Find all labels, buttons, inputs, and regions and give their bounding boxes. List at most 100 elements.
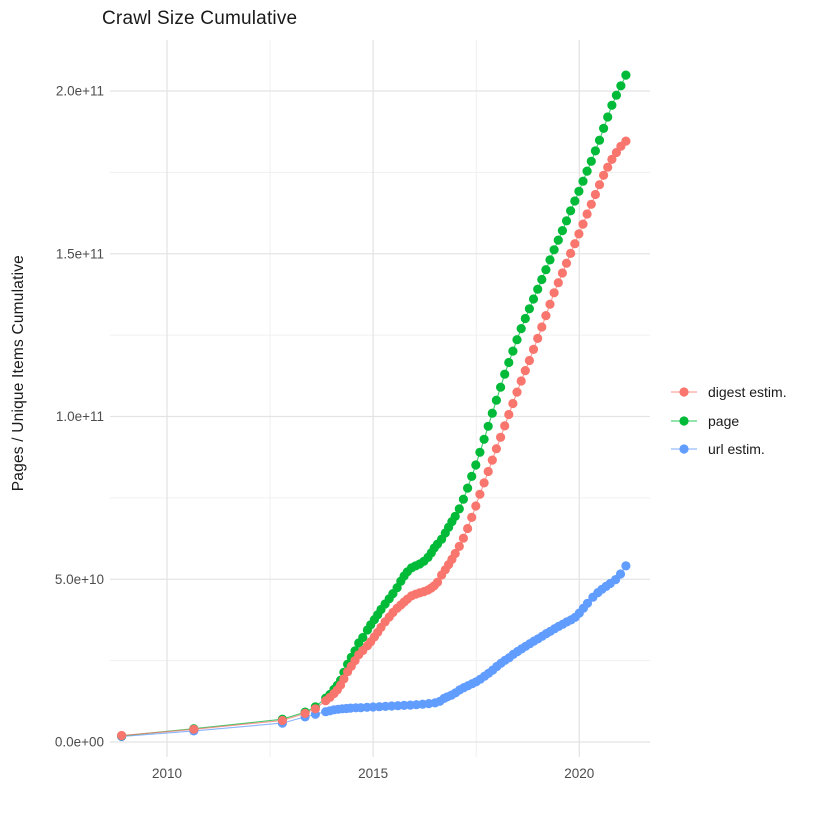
data-point (454, 504, 464, 514)
data-point (500, 421, 510, 431)
data-point (520, 313, 530, 324)
data-point (339, 674, 349, 684)
data-point (607, 100, 617, 110)
legend-label: digest estim. (708, 384, 787, 401)
data-point (590, 146, 601, 156)
data-point (508, 398, 518, 409)
url-series-key-icon (671, 444, 697, 454)
x-tick-label: 2020 (564, 766, 594, 781)
x-tick-label: 2010 (152, 766, 182, 781)
data-point (432, 577, 443, 587)
data-point (524, 355, 535, 366)
data-point (582, 598, 593, 608)
data-point (471, 460, 481, 470)
data-point (582, 166, 592, 176)
data-point (537, 322, 547, 332)
chart-title: Crawl Size Cumulative (102, 8, 298, 29)
data-point (594, 135, 605, 145)
data-point (500, 369, 510, 379)
page-series-key-icon (671, 416, 697, 426)
data-point (189, 724, 199, 734)
data-point (594, 180, 605, 190)
data-point (300, 708, 310, 719)
y-tick-label: 1.0e+11 (56, 409, 104, 424)
data-point (504, 409, 514, 420)
data-point (557, 268, 568, 278)
data-point (590, 189, 601, 200)
data-point (607, 154, 617, 164)
data-point (458, 533, 468, 543)
data-point (615, 569, 626, 579)
y-tick-label: 1.5e+11 (56, 246, 104, 261)
data-point (578, 176, 588, 186)
y-tick-label: 0.0e+00 (55, 735, 104, 750)
legend-label: url estim. (708, 441, 765, 458)
data-point (496, 432, 506, 442)
data-point (358, 632, 368, 643)
data-point (479, 478, 489, 488)
data-point (458, 494, 468, 504)
data-point (566, 206, 576, 216)
data-point (541, 311, 551, 321)
data-point (528, 294, 539, 304)
data-point (483, 466, 493, 477)
data-point (512, 335, 522, 345)
data-point (599, 123, 609, 133)
data-point (545, 255, 555, 265)
data-point (487, 455, 497, 465)
data-point (603, 162, 613, 172)
data-point (545, 299, 555, 309)
data-point (557, 226, 568, 236)
data-point (582, 209, 592, 219)
legend-item-url: url estim. (670, 435, 787, 464)
data-point (475, 447, 485, 457)
data-point (621, 70, 631, 80)
legend-item-page: page (670, 407, 787, 436)
data-point (467, 512, 477, 523)
data-point (467, 471, 477, 481)
series-url-estim- (117, 561, 631, 742)
series-digest-estim- (117, 136, 631, 741)
data-point (491, 395, 501, 405)
data-point (621, 136, 631, 146)
data-point (487, 408, 497, 418)
data-point (454, 541, 464, 552)
data-point (516, 324, 526, 334)
data-point (310, 704, 320, 714)
y-tick-label: 2.0e+11 (56, 84, 104, 99)
data-point (524, 304, 535, 314)
data-point (463, 523, 473, 534)
series-page (117, 70, 631, 741)
data-point (496, 382, 506, 392)
data-point (504, 357, 514, 368)
data-point (537, 274, 547, 285)
data-point (541, 265, 551, 275)
data-point (475, 489, 485, 499)
data-point (479, 434, 489, 444)
data-point (574, 229, 584, 239)
data-point (533, 284, 543, 294)
data-point (611, 90, 622, 100)
data-point (512, 387, 522, 397)
data-point (483, 421, 493, 431)
data-point (574, 186, 584, 196)
data-point (450, 548, 460, 559)
legend-label: page (708, 412, 740, 429)
legend-item-digest: digest estim. (670, 378, 787, 407)
data-point (561, 258, 572, 268)
data-point (553, 235, 563, 245)
data-point (533, 333, 543, 343)
data-point (586, 199, 596, 209)
data-point (603, 112, 613, 122)
digest-series-key-icon (671, 387, 697, 397)
data-point (277, 715, 287, 726)
data-point (561, 216, 572, 226)
data-point (566, 248, 576, 258)
legend: digest estim. page url estim. (670, 378, 787, 464)
data-point (516, 376, 526, 386)
data-point (471, 501, 481, 511)
data-point (549, 288, 559, 298)
y-tick-label: 5.0e+10 (55, 572, 104, 587)
